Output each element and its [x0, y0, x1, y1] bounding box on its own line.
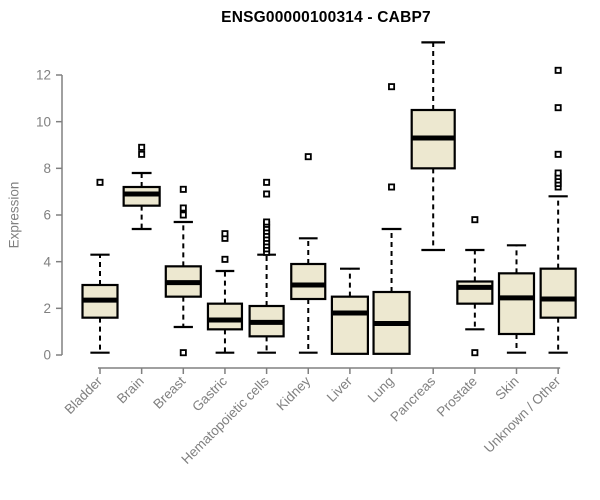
y-tick-label: 2	[43, 301, 51, 316]
outlier-point	[471, 349, 479, 357]
outlier-point	[471, 216, 479, 224]
outlier-point	[96, 178, 104, 186]
outlier-point	[554, 104, 562, 112]
outlier-point	[221, 255, 229, 263]
y-axis: 0 2 4 6 8 10 12	[36, 68, 63, 363]
x-tick-label: Kidney	[274, 373, 314, 413]
box-skin	[497, 244, 536, 354]
outlier-point	[304, 153, 312, 161]
box-bladder	[81, 178, 119, 354]
outlier-point	[263, 190, 271, 198]
chart-title: ENSG00000100314 - CABP7	[221, 9, 431, 26]
y-tick-label: 10	[36, 114, 51, 129]
outlier-point	[179, 349, 187, 357]
box-pancreas	[410, 41, 456, 252]
outlier-point	[263, 218, 271, 226]
y-tick-label: 0	[43, 348, 51, 363]
x-tick-label: Lung	[365, 374, 397, 406]
box-breast	[164, 185, 202, 357]
x-tick-label: Prostate	[434, 374, 480, 420]
outlier-point	[388, 83, 396, 91]
y-tick-label: 4	[43, 254, 51, 269]
outlier-point	[221, 230, 229, 238]
outlier-point	[388, 183, 396, 191]
outlier-point	[179, 204, 187, 212]
y-tick-label: 6	[43, 208, 51, 223]
x-tick-label: Gastric	[189, 373, 230, 414]
x-tick-label: Bladder	[62, 373, 106, 417]
box-liver	[330, 267, 369, 355]
outlier-point	[554, 169, 562, 177]
outlier-point	[554, 150, 562, 158]
outlier-point	[179, 185, 187, 193]
outlier-point	[263, 178, 271, 186]
x-tick-label: Pancreas	[387, 373, 438, 424]
box-gastric	[206, 230, 244, 354]
y-tick-label: 8	[43, 161, 51, 176]
x-tick-label: Brain	[114, 374, 147, 407]
outlier-point	[179, 211, 187, 219]
x-tick-label: Breast	[150, 373, 188, 411]
outlier-point	[554, 66, 562, 74]
x-tick-label: Unknown / Other	[481, 373, 564, 456]
box-hematopoietic-cells	[248, 178, 285, 354]
box-kidney	[290, 153, 327, 354]
y-tick-label: 12	[36, 68, 51, 83]
box-unknown-other	[539, 66, 577, 354]
outlier-point	[138, 150, 146, 158]
x-tick-label: Skin	[492, 374, 521, 403]
box-prostate	[456, 216, 494, 357]
x-tick-label: Liver	[324, 373, 356, 405]
box-brain	[122, 143, 161, 231]
outlier-point	[138, 143, 146, 151]
box-lung	[372, 83, 411, 355]
